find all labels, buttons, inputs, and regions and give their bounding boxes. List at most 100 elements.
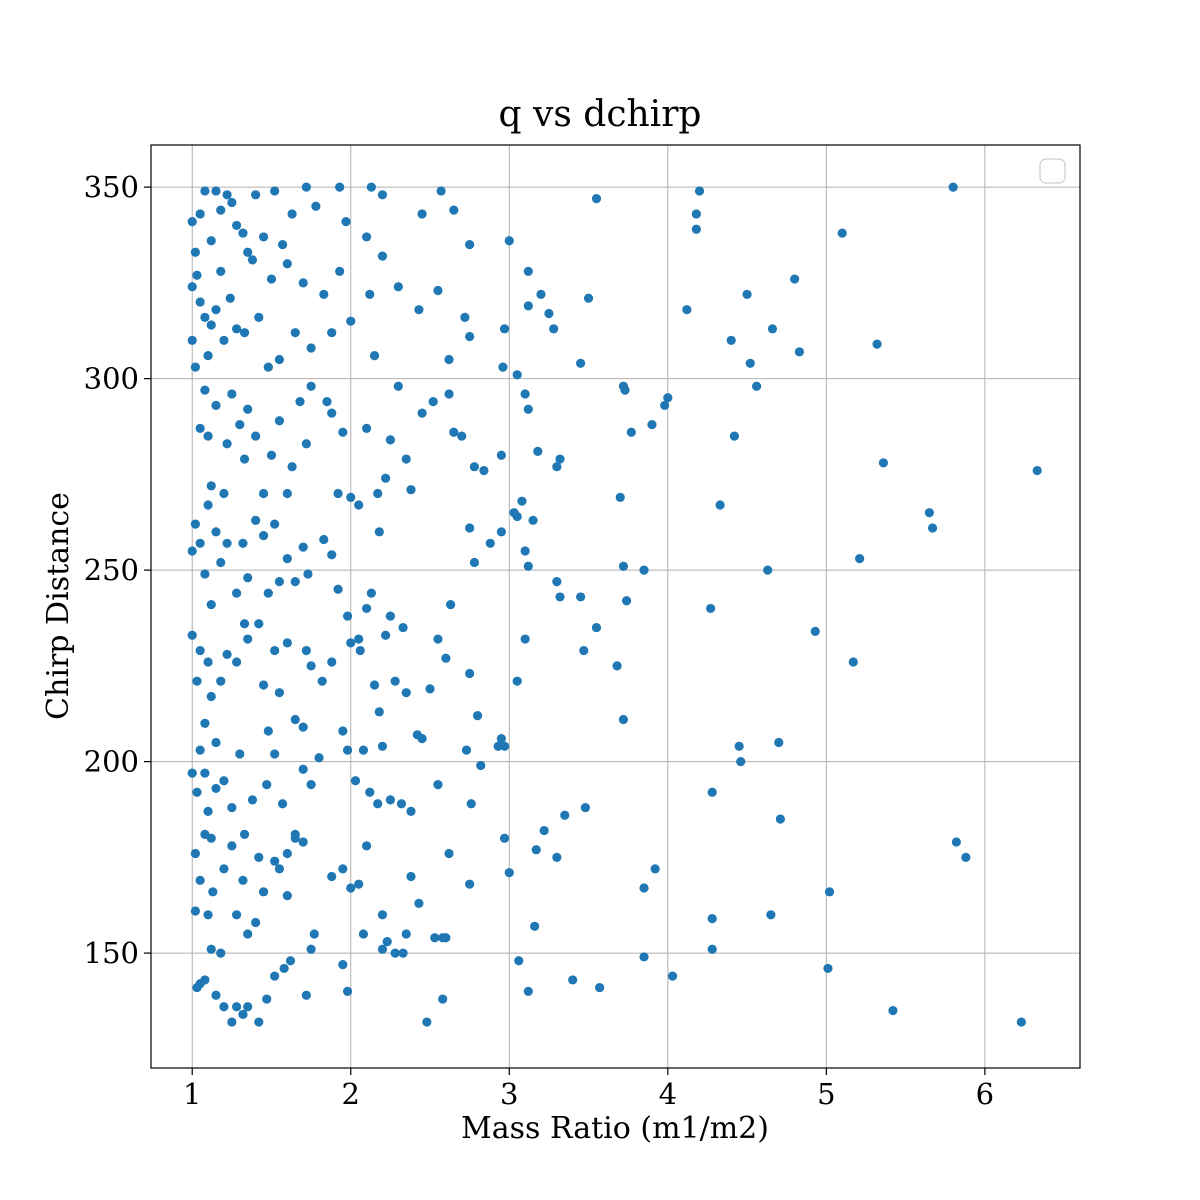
data-point	[290, 829, 300, 839]
data-point	[243, 573, 253, 583]
data-point	[295, 397, 305, 407]
data-point	[200, 768, 210, 778]
data-point	[206, 236, 216, 246]
data-point	[523, 301, 533, 311]
data-point	[290, 577, 300, 587]
data-point	[306, 381, 316, 391]
data-point	[306, 661, 316, 671]
data-point	[195, 297, 205, 307]
data-point	[927, 523, 938, 533]
data-point	[433, 779, 443, 790]
data-point	[591, 194, 602, 204]
data-point	[499, 833, 510, 843]
data-point	[211, 737, 221, 748]
data-point	[425, 684, 435, 694]
data-point	[298, 542, 308, 552]
plot-frame	[150, 144, 1081, 1069]
data-point	[282, 259, 292, 269]
data-point	[216, 266, 226, 276]
data-point	[282, 891, 292, 901]
data-point	[436, 186, 446, 196]
data-point	[466, 799, 476, 809]
data-point	[251, 431, 261, 441]
data-point	[338, 864, 348, 874]
data-point	[270, 856, 280, 866]
data-point	[533, 446, 543, 456]
y-tick-label: 150	[84, 936, 139, 970]
data-point	[496, 450, 506, 460]
data-point	[576, 358, 586, 368]
data-point	[327, 328, 337, 338]
data-point	[232, 1002, 242, 1012]
data-point	[382, 937, 392, 947]
data-point	[243, 929, 253, 939]
data-point	[552, 462, 562, 472]
data-point	[216, 948, 226, 958]
data-point	[338, 427, 348, 437]
data-point	[385, 795, 395, 805]
data-point	[422, 1017, 432, 1027]
data-point	[1016, 1017, 1026, 1027]
data-point	[810, 626, 820, 636]
data-point	[560, 810, 570, 820]
data-point	[682, 305, 692, 315]
data-point	[612, 661, 622, 671]
data-point	[520, 546, 530, 556]
data-point	[195, 209, 205, 219]
data-point	[327, 408, 337, 418]
data-point	[346, 883, 356, 893]
data-point	[192, 676, 202, 686]
data-point	[406, 871, 416, 882]
data-point	[270, 971, 280, 981]
data-point	[377, 251, 388, 261]
data-point	[192, 787, 202, 797]
data-point	[270, 749, 280, 759]
data-point	[691, 209, 701, 219]
data-point	[663, 393, 673, 403]
data-point	[279, 963, 289, 974]
data-point	[258, 531, 269, 541]
data-point	[499, 324, 510, 334]
data-point	[203, 500, 213, 510]
data-point	[232, 657, 242, 667]
data-point	[342, 745, 353, 755]
data-point	[555, 454, 565, 464]
data-point	[615, 492, 625, 502]
data-point	[767, 324, 778, 334]
data-point	[208, 887, 218, 897]
data-point	[366, 588, 376, 598]
data-point	[190, 247, 200, 257]
data-point	[195, 538, 205, 548]
data-point	[365, 289, 375, 299]
data-point	[369, 680, 380, 690]
data-point	[317, 676, 327, 686]
data-point	[277, 239, 288, 250]
data-point	[227, 841, 237, 851]
data-point	[377, 741, 388, 751]
data-point	[398, 948, 408, 958]
data-point	[243, 634, 253, 644]
data-point	[270, 519, 280, 529]
data-point	[406, 485, 416, 495]
data-point	[247, 795, 258, 805]
data-point	[552, 852, 562, 862]
data-point	[203, 910, 213, 920]
data-point	[238, 875, 248, 885]
data-point	[192, 270, 202, 280]
data-point	[381, 630, 391, 640]
data-point	[258, 232, 269, 242]
data-point	[190, 519, 200, 529]
data-point	[358, 929, 369, 939]
data-point	[287, 209, 297, 219]
data-point	[333, 584, 343, 594]
data-point	[274, 688, 285, 698]
data-point	[924, 508, 934, 518]
data-point	[301, 182, 311, 192]
data-point	[417, 408, 427, 418]
data-point	[485, 538, 495, 548]
data-point	[263, 362, 273, 372]
data-point	[187, 630, 197, 640]
data-point	[200, 312, 210, 322]
data-point	[639, 565, 649, 575]
data-point	[401, 929, 411, 939]
